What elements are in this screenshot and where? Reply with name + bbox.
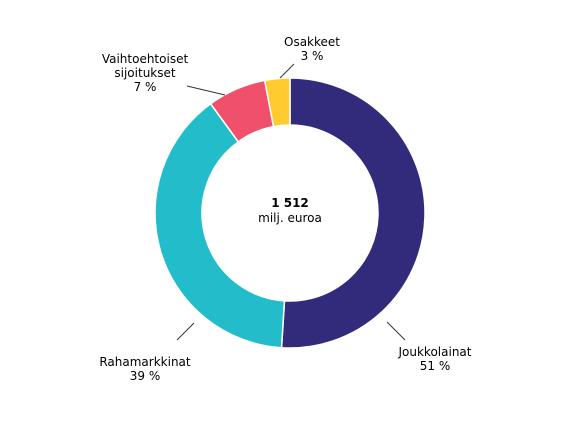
label-osakkeet-value: 3 % bbox=[272, 49, 352, 63]
label-osakkeet-name: Osakkeet bbox=[272, 35, 352, 49]
label-joukkolainat: Joukkolainat 51 % bbox=[380, 345, 490, 373]
leader-line-rahamarkkinat bbox=[177, 323, 194, 340]
label-vaihtoehtoiset-value: 7 % bbox=[90, 80, 200, 94]
leader-line-osakkeet bbox=[280, 64, 294, 78]
label-vaihtoehtoiset-name-1: Vaihtoehtoiset bbox=[90, 52, 200, 66]
leader-line-joukkolainat bbox=[387, 322, 405, 340]
total-unit: milj. euroa bbox=[230, 211, 350, 226]
label-joukkolainat-name: Joukkolainat bbox=[380, 345, 490, 359]
label-rahamarkkinat-value: 39 % bbox=[85, 369, 205, 383]
donut-center-label: 1 512 milj. euroa bbox=[230, 196, 350, 226]
label-rahamarkkinat: Rahamarkkinat 39 % bbox=[85, 355, 205, 383]
label-rahamarkkinat-name: Rahamarkkinat bbox=[85, 355, 205, 369]
label-vaihtoehtoiset-name-2: sijoitukset bbox=[90, 66, 200, 80]
label-vaihtoehtoiset: Vaihtoehtoiset sijoitukset 7 % bbox=[90, 52, 200, 94]
label-joukkolainat-value: 51 % bbox=[380, 359, 490, 373]
total-value: 1 512 bbox=[230, 196, 350, 211]
label-osakkeet: Osakkeet 3 % bbox=[272, 35, 352, 63]
